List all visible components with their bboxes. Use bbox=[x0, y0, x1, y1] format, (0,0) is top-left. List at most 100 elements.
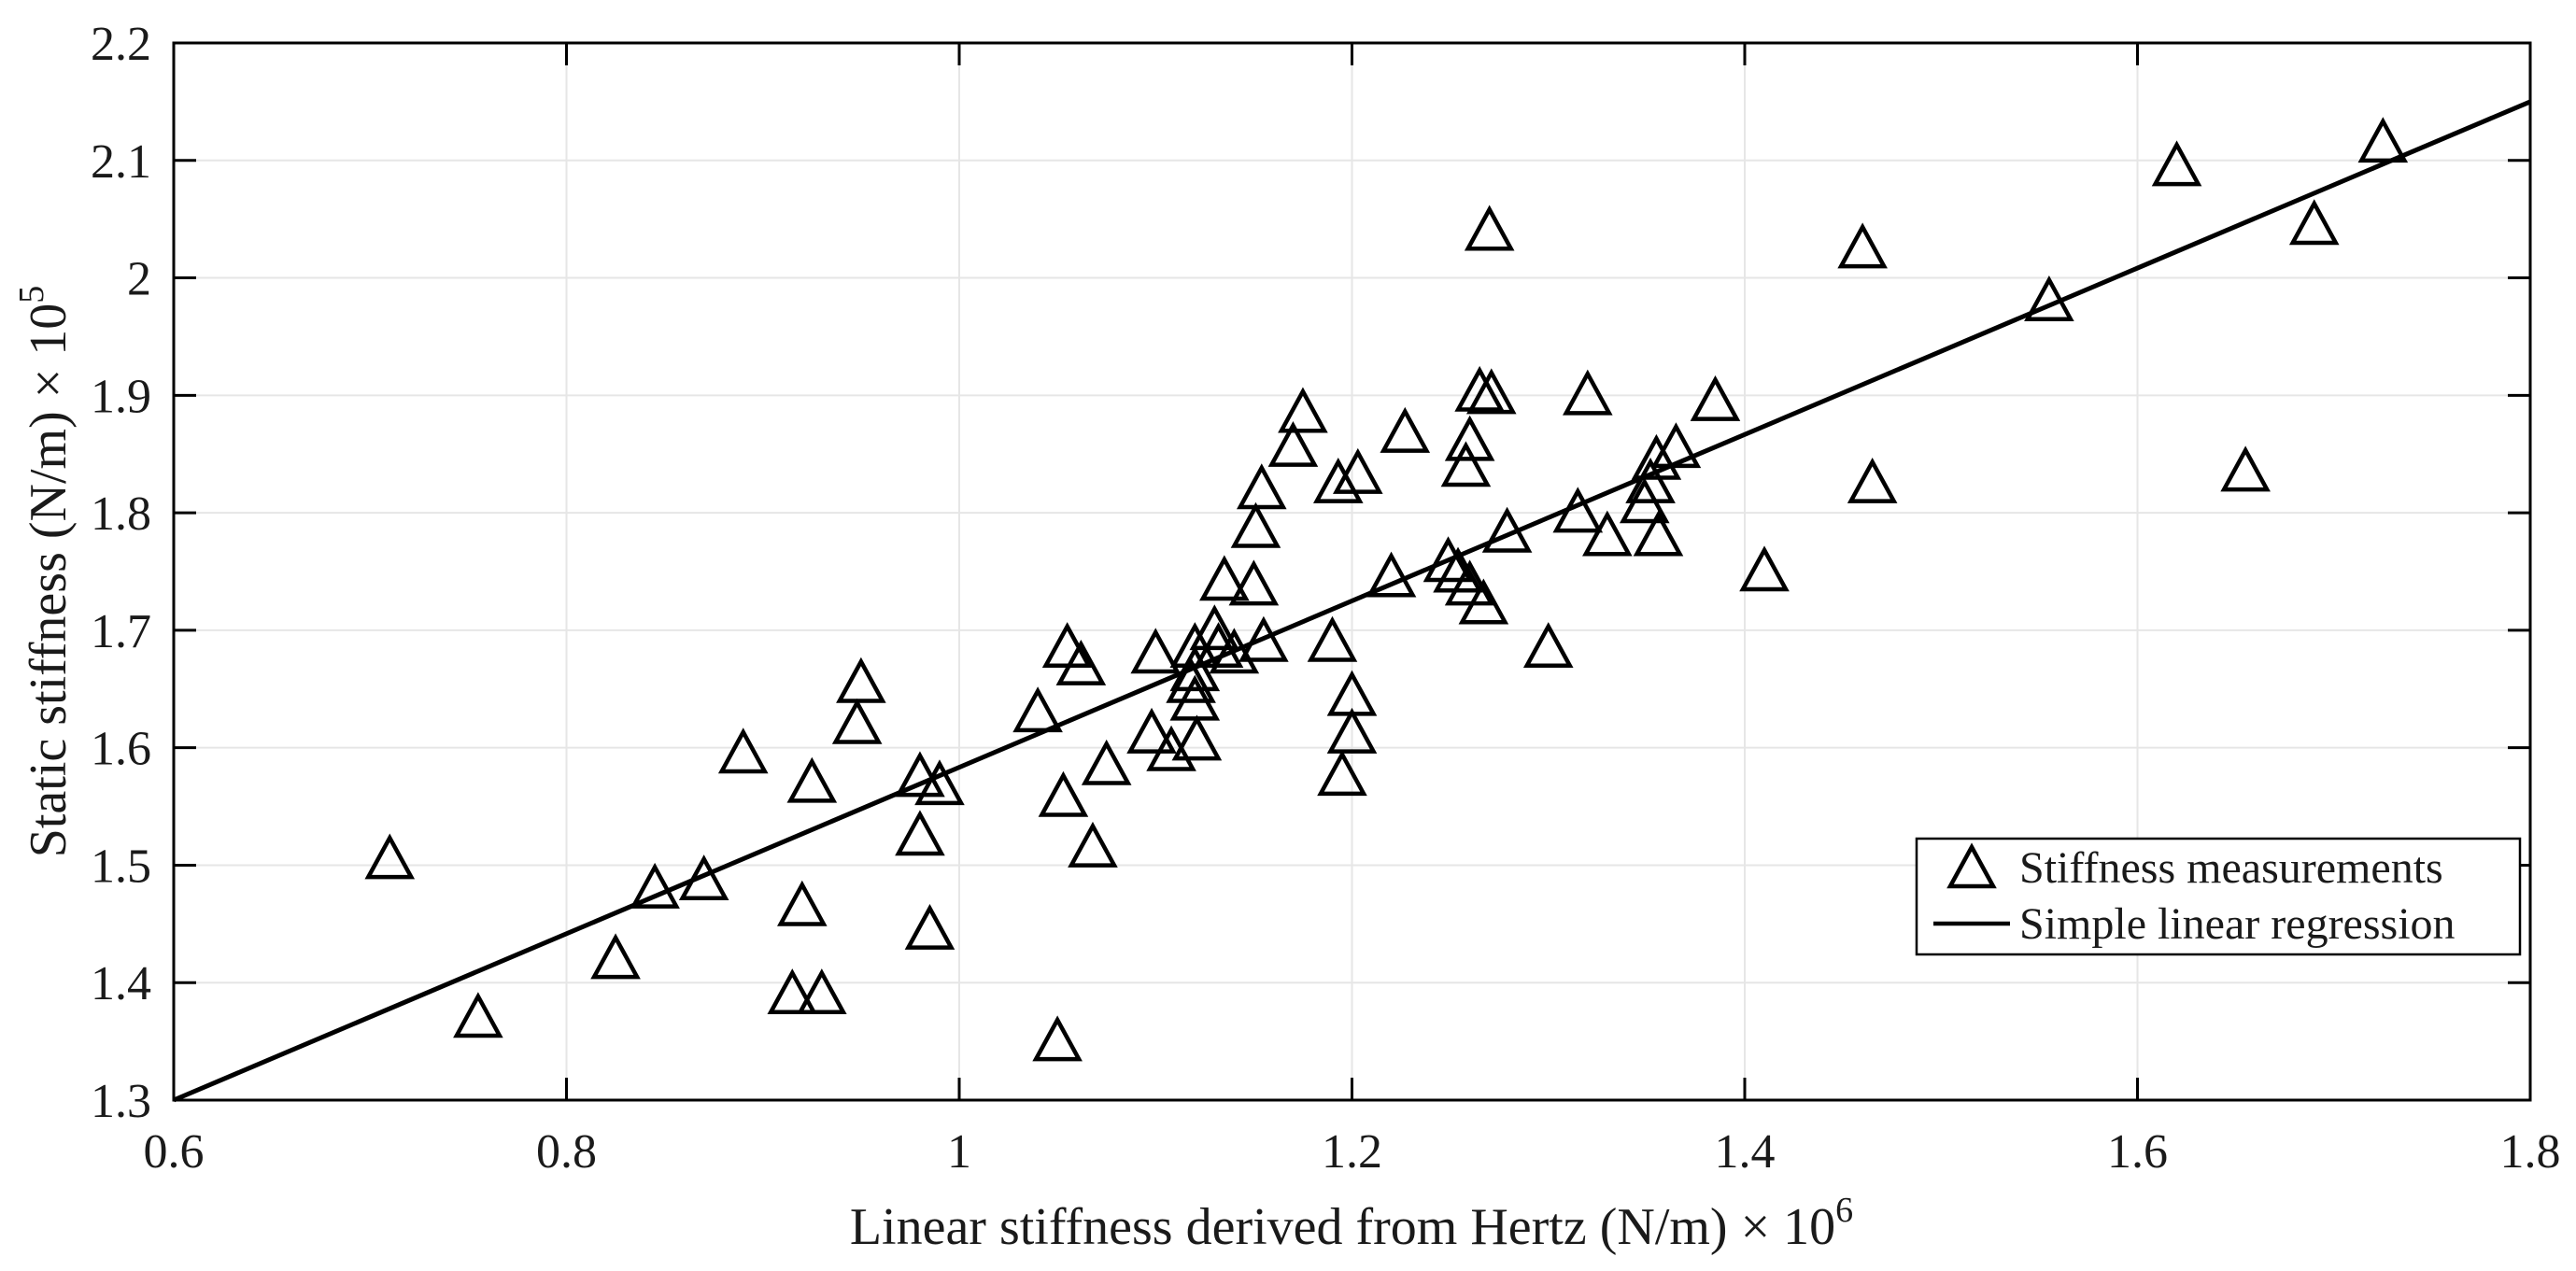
data-point-marker bbox=[1440, 441, 1492, 487]
y-axis-label-text: Static stiffness (N/m) × 10 bbox=[20, 304, 78, 858]
data-point-marker bbox=[1650, 422, 1702, 469]
data-points bbox=[364, 117, 2409, 1062]
legend-box bbox=[1915, 837, 2522, 956]
data-point-marker bbox=[797, 968, 847, 1015]
data-point-marker bbox=[1444, 415, 1495, 461]
data-point-marker bbox=[895, 751, 945, 798]
data-point-marker bbox=[1307, 615, 1358, 662]
legend: Stiffness measurements Simple linear reg… bbox=[1915, 837, 2522, 956]
y-axis-label-exponent: 5 bbox=[12, 286, 51, 304]
y-tick-label: 1.3 bbox=[91, 1075, 151, 1128]
data-point-marker bbox=[904, 903, 955, 950]
regression-line bbox=[173, 99, 2531, 1103]
x-tick-label: 1.2 bbox=[1322, 1125, 1382, 1179]
data-point-marker bbox=[2288, 199, 2340, 246]
data-point-marker bbox=[2357, 117, 2409, 163]
data-point-marker bbox=[1228, 559, 1280, 606]
y-tick-label: 2.1 bbox=[91, 135, 151, 189]
data-point-marker bbox=[1739, 545, 1790, 592]
data-point-marker bbox=[1236, 463, 1287, 510]
data-point-marker bbox=[364, 833, 416, 880]
x-tick-label: 0.8 bbox=[536, 1125, 597, 1179]
data-point-marker bbox=[831, 698, 883, 744]
data-point-marker bbox=[1464, 205, 1515, 251]
data-point-marker bbox=[777, 880, 828, 926]
data-point-marker bbox=[1238, 615, 1289, 662]
data-point-marker bbox=[1837, 222, 1888, 269]
legend-item-measurements: Stiffness measurements bbox=[2019, 843, 2443, 893]
data-point-marker bbox=[678, 854, 729, 901]
data-point-marker bbox=[2151, 140, 2202, 187]
data-point-marker bbox=[1038, 770, 1089, 817]
data-point-marker bbox=[1171, 714, 1223, 761]
data-point-marker bbox=[1032, 1015, 1083, 1062]
x-axis-label: Linear stiffness derived from Hertz (N/m… bbox=[850, 1191, 1853, 1256]
data-point-marker bbox=[767, 968, 818, 1015]
data-point-marker bbox=[1433, 546, 1483, 593]
data-point-marker bbox=[1481, 506, 1533, 553]
data-point-marker bbox=[1312, 457, 1364, 503]
data-point-marker bbox=[1317, 750, 1367, 797]
data-point-marker bbox=[1081, 739, 1132, 785]
x-tick-label: 1 bbox=[947, 1125, 971, 1179]
data-point-marker bbox=[914, 759, 965, 806]
data-point-marker bbox=[1169, 674, 1221, 721]
y-tick-label: 2.2 bbox=[91, 18, 151, 71]
regression-line-group bbox=[173, 99, 2531, 1103]
legend-item-regression: Simple linear regression bbox=[2019, 899, 2456, 949]
y-tick-label: 1.7 bbox=[91, 605, 151, 658]
y-tick-labels: 1.3 1.4 1.5 1.6 1.7 1.8 1.9 2 2.1 2.2 bbox=[91, 18, 151, 1128]
data-point-marker bbox=[1690, 374, 1741, 421]
data-point-marker bbox=[1166, 657, 1216, 703]
data-point-marker bbox=[1278, 387, 1328, 433]
y-axis-label: Static stiffness (N/m) × 105 bbox=[12, 286, 78, 858]
data-point-marker bbox=[1366, 551, 1417, 598]
x-axis-label-text: Linear stiffness derived from Hertz (N/m… bbox=[850, 1198, 1835, 1256]
data-point-marker bbox=[1193, 622, 1244, 669]
data-point-marker bbox=[1130, 628, 1182, 674]
data-point-marker bbox=[1633, 510, 1684, 557]
gridlines bbox=[174, 43, 2530, 1100]
y-tick-label: 2 bbox=[127, 253, 151, 306]
data-point-marker bbox=[1068, 821, 1118, 868]
data-point-marker bbox=[1619, 477, 1670, 524]
y-tick-label: 1.9 bbox=[91, 370, 151, 423]
data-point-marker bbox=[1169, 645, 1221, 692]
data-point-marker bbox=[1012, 686, 1063, 733]
x-tick-label: 0.6 bbox=[144, 1125, 205, 1179]
data-point-marker bbox=[1454, 365, 1505, 412]
x-tick-label: 1.6 bbox=[2107, 1125, 2168, 1179]
data-point-marker bbox=[1444, 559, 1495, 606]
data-point-marker bbox=[630, 862, 680, 909]
data-point-marker bbox=[1199, 555, 1250, 601]
data-point-marker bbox=[1552, 487, 1604, 533]
data-point-marker bbox=[2024, 275, 2074, 321]
data-point-marker bbox=[1333, 447, 1383, 494]
x-axis-label-exponent: 6 bbox=[1835, 1191, 1853, 1230]
data-point-marker bbox=[1055, 639, 1107, 685]
legend-triangle-marker-icon bbox=[1946, 842, 1997, 889]
x-tick-labels: 0.6 0.8 1 1.2 1.4 1.6 1.8 bbox=[144, 1125, 2561, 1179]
data-point-marker bbox=[786, 756, 838, 803]
data-point-marker bbox=[1267, 420, 1319, 467]
data-point-marker bbox=[1126, 707, 1177, 754]
data-point-marker bbox=[1189, 604, 1240, 651]
x-tick-label: 1.4 bbox=[1715, 1125, 1776, 1179]
data-point-marker bbox=[1563, 369, 1613, 416]
y-tick-label: 1.6 bbox=[91, 723, 151, 776]
data-point-marker bbox=[453, 992, 503, 1038]
data-point-marker bbox=[1458, 578, 1509, 625]
data-point-marker bbox=[1230, 501, 1281, 548]
data-point-marker bbox=[1522, 622, 1574, 669]
data-point-marker bbox=[1380, 406, 1431, 453]
data-point-marker bbox=[836, 657, 886, 703]
y-tick-label: 1.8 bbox=[91, 487, 151, 541]
data-point-marker bbox=[1582, 510, 1633, 557]
y-tick-label: 1.5 bbox=[91, 840, 151, 893]
data-point-marker bbox=[895, 810, 945, 856]
data-point-marker bbox=[2220, 445, 2271, 492]
data-point-marker bbox=[1631, 433, 1682, 480]
data-point-marker bbox=[1625, 457, 1676, 503]
y-tick-label: 1.4 bbox=[91, 957, 151, 1010]
